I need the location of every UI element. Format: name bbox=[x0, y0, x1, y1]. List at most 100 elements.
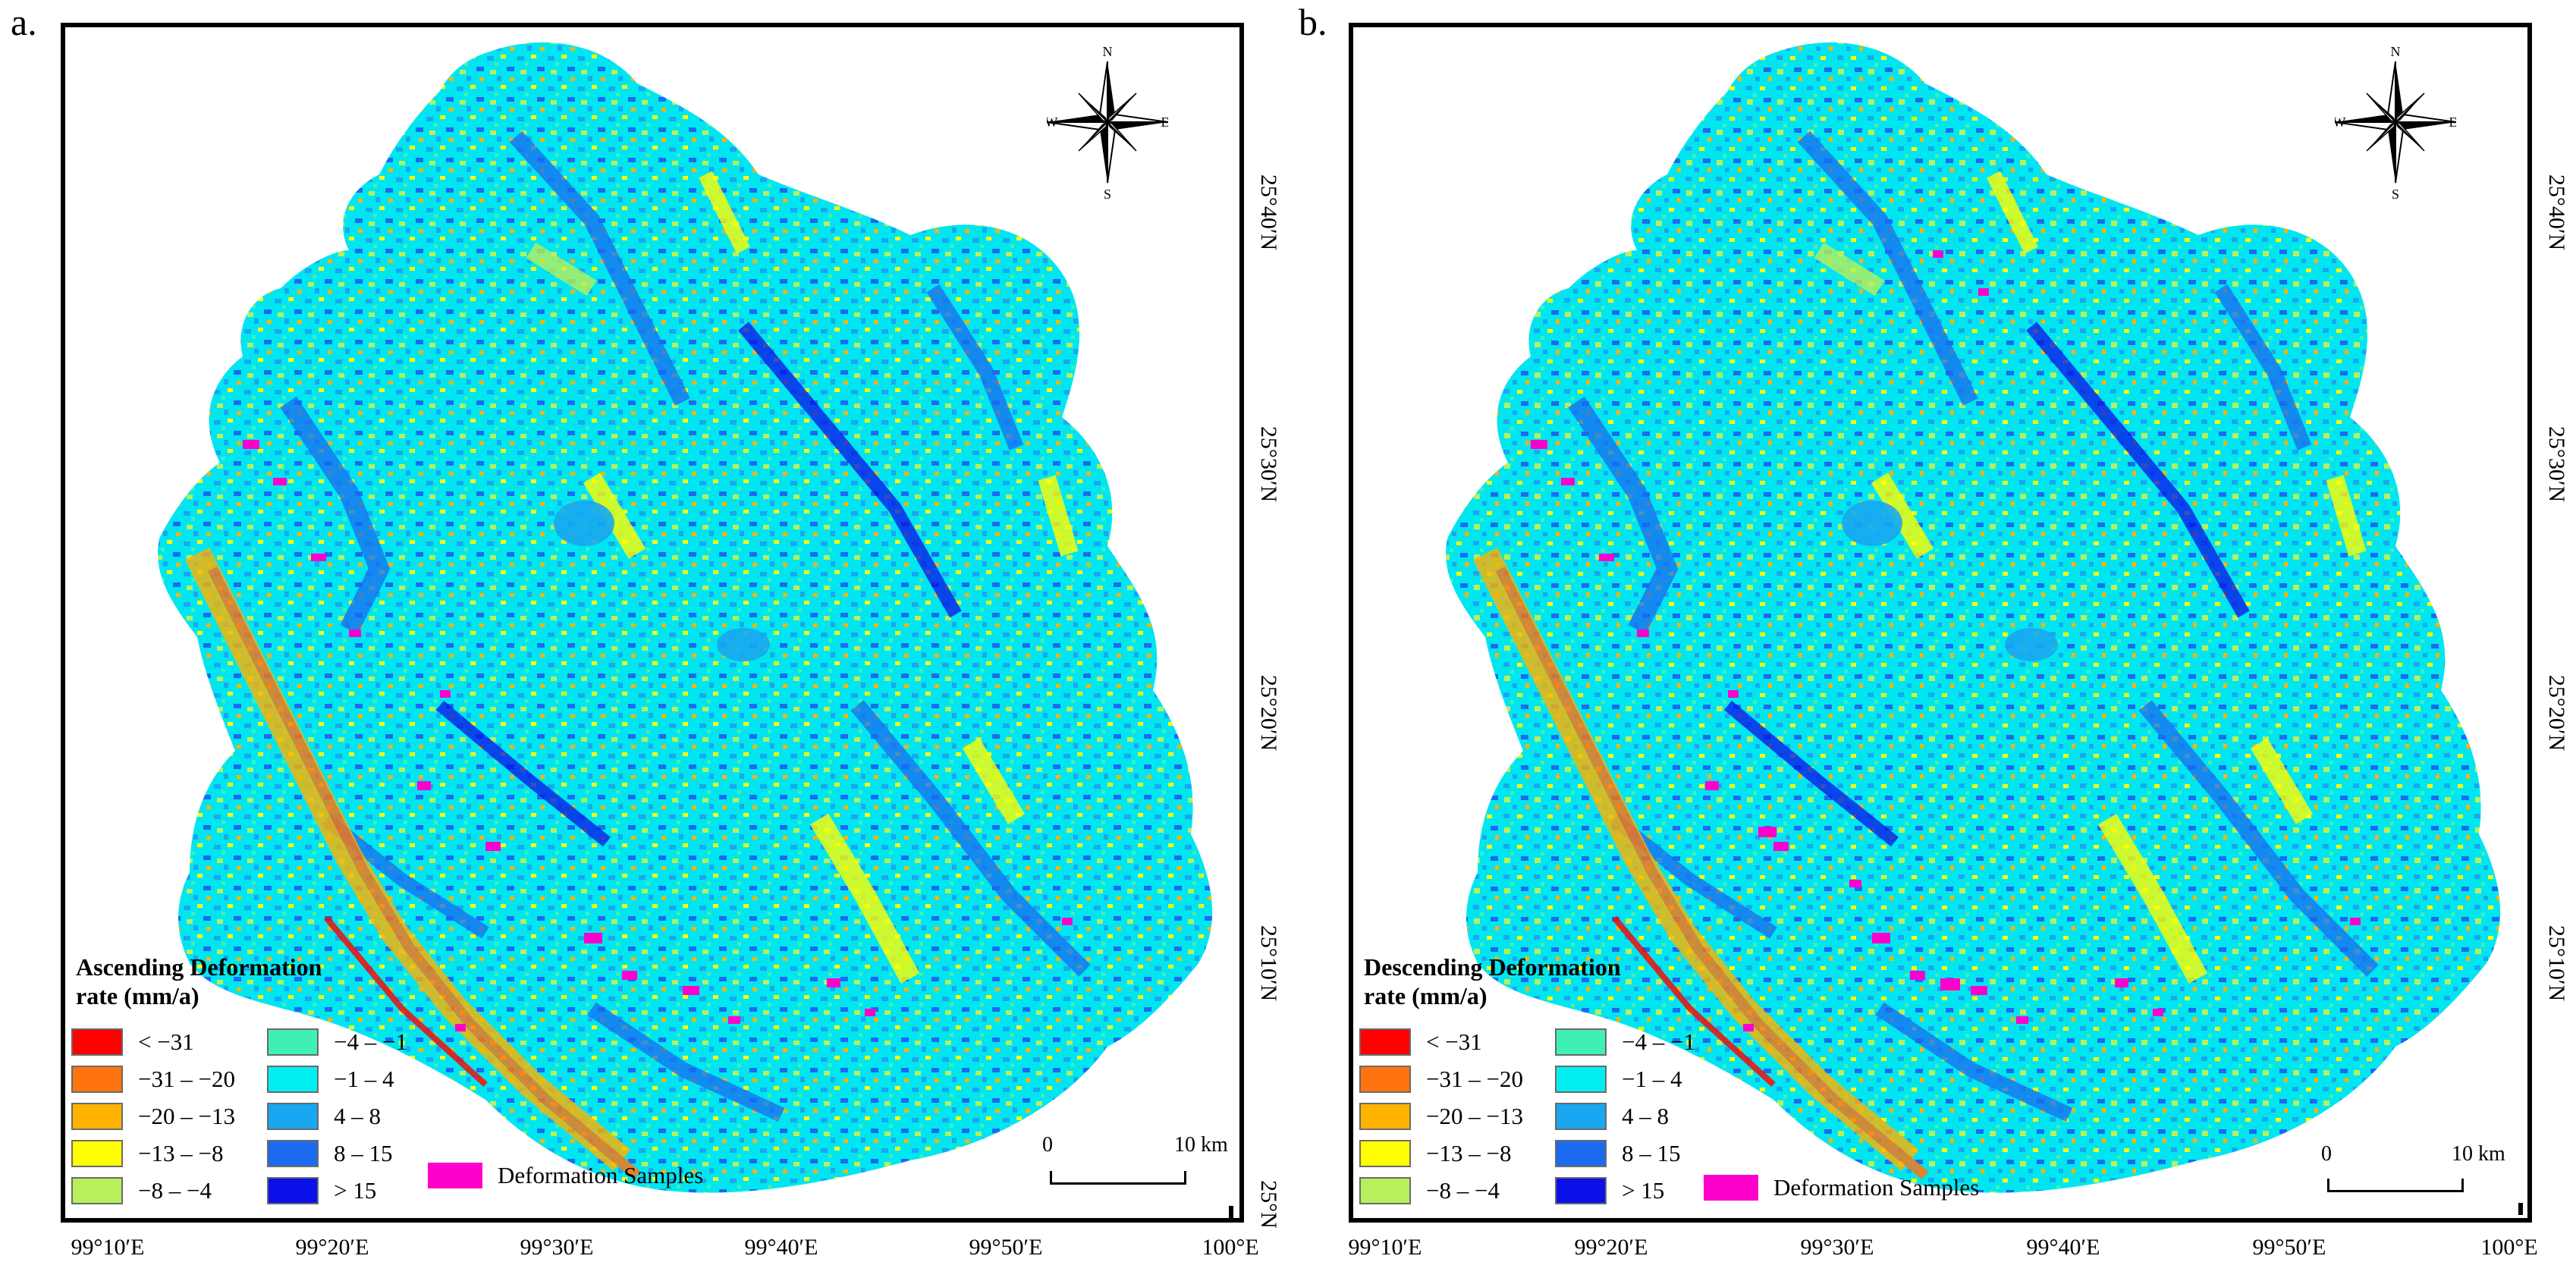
samples-legend-item: Deformation Samples bbox=[1704, 1173, 1979, 1203]
lon-tick-label: 99°50′E bbox=[2252, 1235, 2326, 1260]
legend-title-line2: rate (mm/a) bbox=[76, 982, 199, 1009]
samples-label: Deformation Samples bbox=[498, 1162, 704, 1188]
legend-label: −1 – 4 bbox=[334, 1066, 394, 1092]
legend-item: 4 – 8 bbox=[1555, 1101, 1669, 1132]
legend-title-line2: rate (mm/a) bbox=[1364, 982, 1487, 1009]
panel-a: a. bbox=[11, 1, 1281, 1260]
legend-label: 8 – 15 bbox=[1622, 1140, 1681, 1166]
compass-s: S bbox=[1104, 187, 1111, 202]
legend-swatch bbox=[71, 1140, 123, 1167]
samples-swatch bbox=[428, 1163, 482, 1188]
corner-tick bbox=[2518, 1203, 2523, 1215]
legend-item: −4 – −1 bbox=[1555, 1027, 1695, 1057]
lon-tick-label: 100°E bbox=[2480, 1235, 2538, 1260]
north-arrow-icon: N S E W bbox=[1047, 44, 1168, 202]
legend-item: < −31 bbox=[71, 1027, 194, 1057]
lon-tick-label: 100°E bbox=[1202, 1235, 1259, 1260]
legend-label: −13 – −8 bbox=[1426, 1140, 1512, 1166]
legend-item: 8 – 15 bbox=[267, 1138, 393, 1169]
lat-tick-label: 25°40′N bbox=[1256, 174, 1281, 251]
samples-label: Deformation Samples bbox=[1773, 1174, 1980, 1201]
deformation-map bbox=[1446, 42, 2501, 1193]
samples-swatch bbox=[1704, 1175, 1758, 1201]
legend-label: 8 – 15 bbox=[334, 1140, 393, 1166]
compass-s: S bbox=[2392, 187, 2399, 202]
legend-label: −4 – −1 bbox=[334, 1028, 407, 1055]
legend-item: 8 – 15 bbox=[1555, 1138, 1681, 1169]
legend-swatch bbox=[71, 1066, 123, 1093]
legend-item: −4 – −1 bbox=[267, 1027, 407, 1057]
panel-label: b. bbox=[1299, 1, 1327, 43]
legend-swatch bbox=[1359, 1103, 1411, 1130]
legend-label: −8 – −4 bbox=[1426, 1177, 1500, 1204]
lon-tick-label: 99°30′E bbox=[520, 1235, 594, 1260]
legend-label: −20 – −13 bbox=[1426, 1103, 1523, 1129]
legend-label: 4 – 8 bbox=[334, 1103, 381, 1129]
deformation-map bbox=[158, 42, 1213, 1193]
legend-swatch bbox=[267, 1066, 319, 1093]
scale-start-label: 0 bbox=[1042, 1133, 1053, 1157]
legend-label: −8 – −4 bbox=[138, 1177, 212, 1204]
legend-item: −13 – −8 bbox=[71, 1138, 223, 1169]
legend-item: −1 – 4 bbox=[267, 1064, 394, 1094]
compass-w: W bbox=[1047, 115, 1058, 130]
legend-swatch bbox=[1359, 1177, 1411, 1204]
lat-tick-label: 25°10′N bbox=[1256, 925, 1281, 1002]
legend-swatch bbox=[1359, 1140, 1411, 1167]
compass-w: W bbox=[2335, 115, 2346, 130]
legend-title-line1: Ascending Deformation bbox=[76, 953, 322, 981]
legend-label: −20 – −13 bbox=[138, 1103, 235, 1129]
scale-start-label: 0 bbox=[2321, 1142, 2332, 1166]
compass-e: E bbox=[2449, 115, 2457, 130]
panel-b: b. bbox=[1288, 0, 2576, 1284]
scale-end-label: 10 km bbox=[2452, 1142, 2505, 1166]
lat-tick-label: 25°40′N bbox=[2544, 174, 2569, 251]
legend-item: −31 – −20 bbox=[71, 1064, 235, 1094]
legend-swatch bbox=[1359, 1066, 1411, 1093]
legend-item: < −31 bbox=[1359, 1027, 1482, 1057]
legend-label: −31 – −20 bbox=[138, 1066, 235, 1092]
legend-label: < −31 bbox=[138, 1028, 194, 1055]
legend-swatch bbox=[71, 1028, 123, 1056]
scale-bar bbox=[2327, 1179, 2464, 1192]
compass-n: N bbox=[1103, 44, 1113, 59]
legend-swatch bbox=[71, 1103, 123, 1130]
lat-tick-label: 25°20′N bbox=[1256, 674, 1281, 752]
scale-bar bbox=[1050, 1171, 1186, 1185]
legend-swatch bbox=[267, 1140, 319, 1167]
legend-item: −31 – −20 bbox=[1359, 1064, 1523, 1094]
legend-swatch bbox=[1555, 1066, 1607, 1093]
lon-tick-label: 99°50′E bbox=[969, 1235, 1043, 1260]
lat-tick-label: 25°N bbox=[1256, 1180, 1281, 1229]
lat-tick-label: 25°20′N bbox=[2544, 674, 2569, 752]
legend-title: Ascending Deformation rate (mm/a) bbox=[76, 953, 322, 1010]
north-arrow-icon: N S E W bbox=[2335, 44, 2457, 202]
legend-label: 4 – 8 bbox=[1622, 1103, 1669, 1129]
legend-swatch bbox=[1555, 1140, 1607, 1167]
legend-title: Descending Deformation rate (mm/a) bbox=[1364, 953, 1621, 1010]
legend-label: −13 – −8 bbox=[138, 1140, 224, 1166]
samples-legend-item: Deformation Samples bbox=[428, 1160, 703, 1191]
lon-tick-label: 99°40′E bbox=[744, 1235, 818, 1260]
legend-swatch bbox=[71, 1177, 123, 1204]
lat-tick-label: 25°30′N bbox=[2544, 425, 2569, 503]
legend-item: −20 – −13 bbox=[1359, 1101, 1523, 1132]
lon-tick-label: 99°10′E bbox=[1348, 1235, 1422, 1260]
legend-swatch bbox=[1359, 1028, 1411, 1056]
legend-swatch bbox=[1555, 1177, 1607, 1204]
panel-label: a. bbox=[11, 1, 37, 43]
lon-tick-label: 99°20′E bbox=[295, 1235, 369, 1260]
legend-swatch bbox=[1555, 1028, 1607, 1056]
legend-swatch bbox=[267, 1028, 319, 1056]
lon-tick-label: 99°40′E bbox=[2026, 1235, 2100, 1260]
lon-tick-label: 99°20′E bbox=[1574, 1235, 1648, 1260]
legend-swatch bbox=[1555, 1103, 1607, 1130]
legend-item: > 15 bbox=[1555, 1176, 1664, 1206]
compass-n: N bbox=[2391, 44, 2401, 59]
legend-item: 4 – 8 bbox=[267, 1101, 381, 1132]
scale-end-label: 10 km bbox=[1174, 1133, 1228, 1157]
lon-tick-label: 99°30′E bbox=[1800, 1235, 1874, 1260]
legend-item: −8 – −4 bbox=[1359, 1176, 1500, 1206]
legend-label: > 15 bbox=[1622, 1177, 1665, 1204]
legend-item: −13 – −8 bbox=[1359, 1138, 1511, 1169]
